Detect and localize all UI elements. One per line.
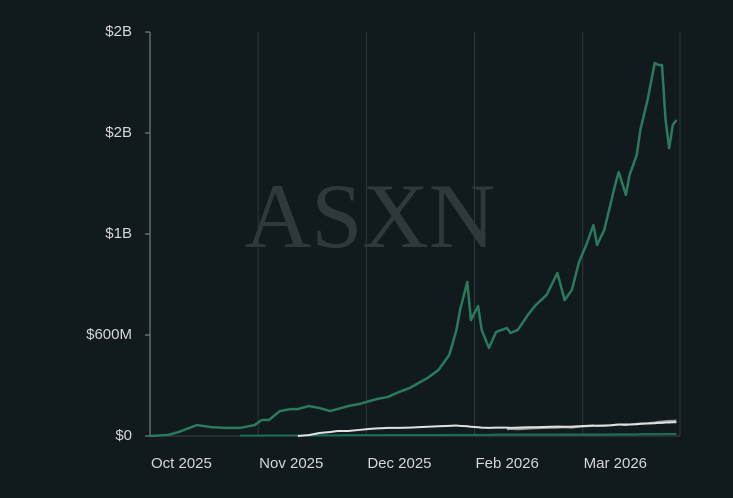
series-line [240, 432, 677, 437]
watermark: ASXN [245, 165, 495, 267]
x-tick-label: Dec 2025 [367, 455, 431, 472]
y-tick-label: $2B [105, 124, 132, 141]
series-line [149, 61, 678, 438]
y-tick-label: $2B [105, 23, 132, 40]
x-tick-label: Nov 2025 [259, 455, 323, 472]
y-tick-label: $0 [115, 427, 132, 444]
y-tick-label: $1B [105, 225, 132, 242]
x-tick-label: Mar 2026 [584, 455, 647, 472]
y-tick-label: $600M [86, 326, 132, 343]
x-tick-label: Oct 2025 [151, 455, 212, 472]
series-line [297, 421, 677, 437]
x-tick-label: Feb 2026 [475, 455, 538, 472]
